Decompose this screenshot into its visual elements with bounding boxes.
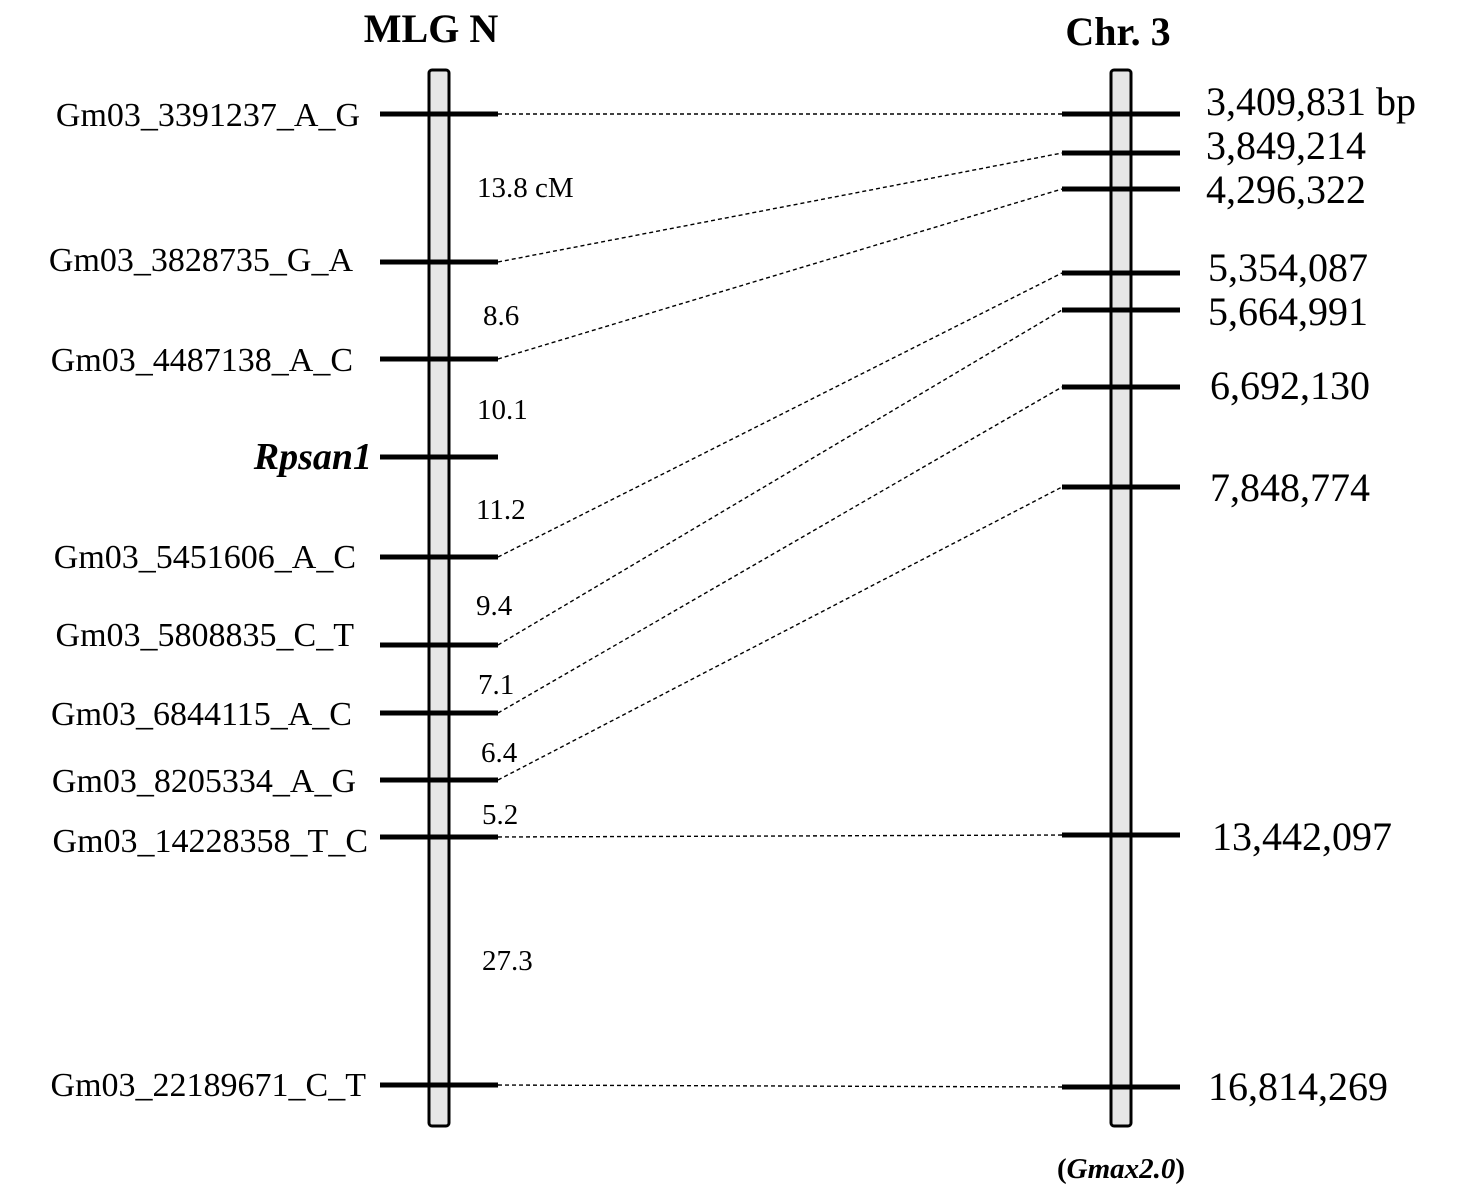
assembly-caption: (Gmax2.0) [1057, 1153, 1185, 1185]
marker-link-line [497, 152, 1063, 263]
position-label: 3,849,214 [1206, 123, 1366, 168]
marker-link-line [497, 309, 1063, 646]
marker-label: Gm03_5808835_C_T [56, 617, 355, 654]
position-label: 16,814,269 [1208, 1064, 1388, 1109]
marker-link-line [497, 1084, 1063, 1088]
interval-distance: 9.4 [476, 590, 513, 622]
interval-distance-labels: 13.8 cM 8.6 10.1 11.2 9.4 7.1 6.4 5.2 27.3 [476, 172, 574, 977]
interval-distance: 7.1 [478, 669, 514, 701]
marker-link-line [497, 272, 1063, 558]
physical-position-ticks [1062, 111, 1180, 1090]
chromosome-title: Chr. 3 [1065, 9, 1170, 54]
interval-distance: 10.1 [477, 394, 528, 426]
position-label: 7,848,774 [1210, 465, 1370, 510]
marker-links [497, 113, 1063, 1088]
position-label: 3,409,831 bp [1206, 79, 1416, 124]
linkage-map-title: MLG N [364, 6, 499, 51]
interval-distance: 13.8 cM [477, 172, 574, 204]
interval-distance: 6.4 [481, 737, 518, 769]
interval-distance: 8.6 [483, 300, 519, 332]
marker-link-line [497, 486, 1063, 781]
assembly-open-paren: ( [1057, 1153, 1067, 1185]
chromosome-bar [1109, 68, 1133, 1128]
gene-label: Rpsan1 [253, 436, 372, 478]
linkage-group-bar [427, 68, 451, 1128]
position-label: 5,354,087 [1208, 245, 1368, 290]
marker-label: Gm03_4487138_A_C [51, 342, 353, 379]
marker-link-line [497, 834, 1063, 838]
position-label: 6,692,130 [1210, 363, 1370, 408]
position-label: 13,442,097 [1212, 814, 1392, 859]
marker-label: Gm03_14228358_T_C [53, 823, 368, 860]
assembly-name: Gmax2.0 [1067, 1153, 1176, 1185]
marker-link-line [497, 188, 1063, 360]
marker-label: Gm03_6844115_A_C [51, 696, 352, 733]
marker-label: Gm03_3391237_A_G [56, 97, 360, 134]
interval-distance: 27.3 [482, 945, 533, 977]
linkage-marker-labels: Gm03_3391237_A_G Gm03_3828735_G_A Gm03_448… [49, 97, 372, 1104]
interval-distance: 11.2 [476, 494, 526, 526]
marker-label: Gm03_22189671_C_T [51, 1067, 367, 1104]
marker-label: Gm03_3828735_G_A [49, 242, 354, 279]
interval-distance: 5.2 [482, 799, 518, 831]
marker-label: Gm03_8205334_A_G [52, 763, 356, 800]
marker-label: Gm03_5451606_A_C [54, 539, 356, 576]
assembly-close-paren: ) [1175, 1153, 1185, 1185]
linkage-marker-ticks [380, 111, 498, 1088]
marker-link-line [497, 386, 1063, 714]
position-label: 5,664,991 [1208, 289, 1368, 334]
position-label: 4,296,322 [1206, 167, 1366, 212]
